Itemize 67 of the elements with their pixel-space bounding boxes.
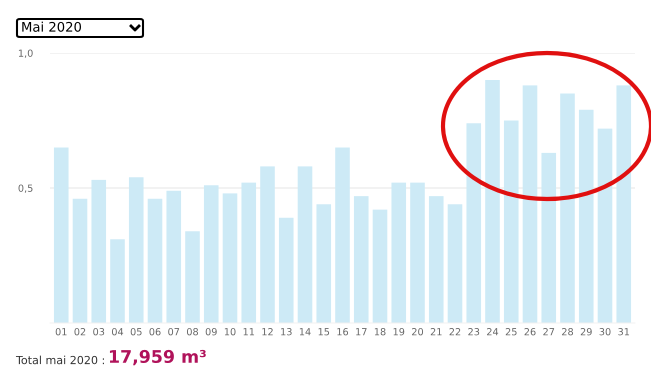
x-tick-label: 31 xyxy=(618,328,630,336)
bar xyxy=(448,204,462,323)
x-tick-label: 24 xyxy=(487,328,498,336)
bar xyxy=(148,198,162,323)
bar xyxy=(54,148,69,323)
bar xyxy=(166,190,182,323)
x-tick-label: 28 xyxy=(562,328,574,336)
x-tick-label: 20 xyxy=(412,328,424,336)
x-tick-label: 09 xyxy=(206,328,217,336)
bar xyxy=(278,218,294,323)
bar xyxy=(391,182,406,323)
bar xyxy=(485,80,500,323)
bar xyxy=(410,182,425,323)
y-tick-label: 0,5 xyxy=(18,184,32,193)
bar xyxy=(110,239,125,323)
bar xyxy=(372,210,388,323)
x-tick-label: 08 xyxy=(186,328,198,336)
x-tick-label: 30 xyxy=(600,328,611,336)
x-tick-label: 13 xyxy=(281,328,292,336)
bar xyxy=(522,85,538,323)
bar xyxy=(241,182,256,323)
bar xyxy=(354,196,369,323)
bar xyxy=(72,198,88,323)
x-tick-label: 22 xyxy=(450,328,460,336)
bar xyxy=(616,85,632,323)
x-tick-label: 17 xyxy=(356,328,367,336)
x-tick-label: 02 xyxy=(74,328,86,336)
x-tick-label: 07 xyxy=(168,328,180,336)
y-tick-label: 1,0 xyxy=(18,49,33,58)
bar xyxy=(466,123,482,323)
bar xyxy=(578,110,594,323)
x-tick-label: 25 xyxy=(506,328,517,336)
bar xyxy=(222,193,238,323)
x-tick-label: 27 xyxy=(543,328,554,336)
bar xyxy=(428,196,444,323)
x-tick-label: 19 xyxy=(394,328,404,336)
x-tick-label: 16 xyxy=(337,328,348,336)
bar xyxy=(541,152,556,323)
x-tick-label: 03 xyxy=(93,328,104,336)
bar xyxy=(128,177,144,323)
bar xyxy=(91,180,106,323)
x-tick-label: 04 xyxy=(112,328,124,336)
x-tick-label: 23 xyxy=(468,328,480,336)
text: 17,959 m³ xyxy=(110,350,206,366)
x-tick-label: 11 xyxy=(244,328,254,336)
x-tick-label: 26 xyxy=(524,328,536,336)
x-tick-label: 12 xyxy=(262,328,273,336)
x-tick-label: 10 xyxy=(224,328,236,336)
bar xyxy=(185,231,200,323)
x-tick-label: 06 xyxy=(149,328,161,336)
bar xyxy=(298,166,312,323)
bar xyxy=(504,120,519,323)
bar xyxy=(204,185,219,323)
bar xyxy=(335,148,350,323)
x-tick-label: 05 xyxy=(130,328,142,336)
bar xyxy=(560,94,575,323)
x-tick-label: 14 xyxy=(300,328,311,336)
x-tick-label: 21 xyxy=(430,328,442,336)
bar xyxy=(260,166,275,323)
text: Total mai 2020 : xyxy=(16,356,104,364)
x-tick-label: 18 xyxy=(374,328,386,336)
chart-title: Mai 2020 xyxy=(22,22,82,32)
x-tick-label: 01 xyxy=(56,328,67,336)
x-tick-label: 15 xyxy=(318,328,330,336)
bar xyxy=(316,204,332,323)
x-tick-label: 29 xyxy=(580,328,592,336)
bar xyxy=(598,128,612,323)
